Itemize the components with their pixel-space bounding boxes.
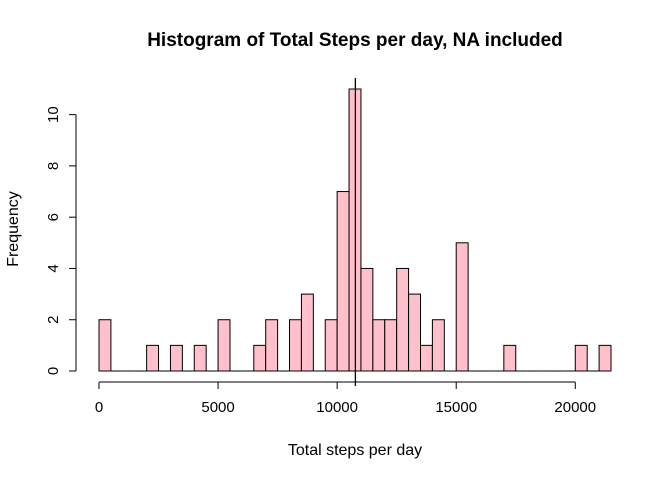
histogram-bar	[598, 344, 612, 372]
histogram-bar	[372, 319, 386, 372]
histogram-bar	[408, 293, 421, 372]
x-tick-label: 15000	[435, 399, 477, 416]
x-axis: 0 5000 10000 15000 20000	[95, 381, 596, 416]
histogram-bar	[360, 267, 374, 372]
histogram-bar	[574, 344, 588, 372]
histogram-bar	[336, 191, 350, 372]
histogram-bar	[324, 319, 338, 372]
y-tick-label: 0	[45, 367, 62, 375]
x-tick-label: 0	[95, 399, 103, 416]
x-tick-label: 10000	[316, 399, 358, 416]
histogram-bar	[503, 344, 517, 372]
histogram-bar	[384, 319, 398, 372]
histogram-bar	[217, 319, 231, 372]
y-tick-label: 4	[45, 264, 62, 272]
histogram-bar	[419, 344, 433, 372]
histogram-bar	[300, 293, 314, 372]
y-tick-label: 6	[45, 213, 62, 221]
histogram-bar	[455, 242, 469, 372]
histogram-bar	[169, 344, 183, 372]
y-axis: 0 2 4 6 8 10	[45, 106, 77, 375]
x-tick-label: 20000	[554, 399, 596, 416]
histogram-bar	[289, 319, 302, 372]
y-axis-label: Frequency	[5, 191, 22, 267]
histogram-bar	[253, 344, 267, 372]
histogram-bar	[146, 344, 160, 372]
x-axis-label: Total steps per day	[288, 442, 422, 459]
y-tick-label: 10	[45, 106, 62, 123]
y-tick-label: 8	[45, 162, 62, 170]
x-tick-label: 5000	[201, 399, 234, 416]
histogram-bar	[396, 267, 410, 372]
histogram-bar	[193, 344, 207, 372]
chart-title: Histogram of Total Steps per day, NA inc…	[147, 30, 563, 51]
y-tick-label: 2	[45, 316, 62, 324]
histogram-bar	[265, 319, 279, 372]
histogram-bar	[98, 319, 112, 372]
histogram-bar	[431, 319, 445, 372]
